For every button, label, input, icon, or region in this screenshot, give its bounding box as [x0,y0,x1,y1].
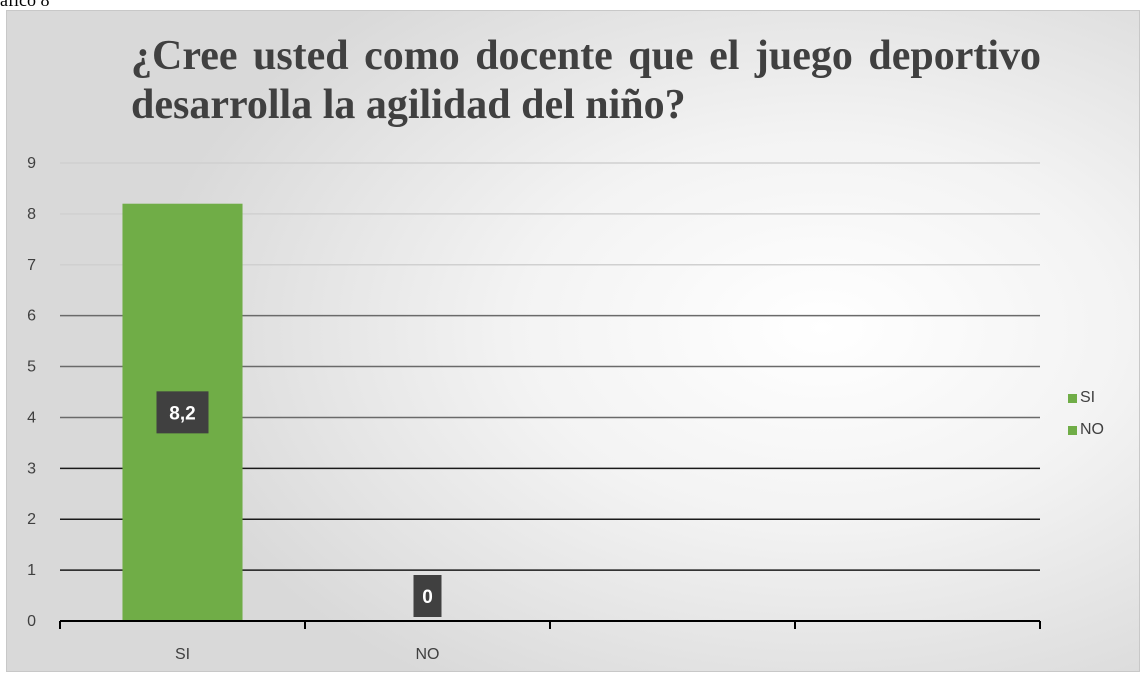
legend-swatch-si [1068,393,1077,403]
y-tick-label-9: 9 [27,155,36,172]
legend: SI NO [1068,382,1128,446]
y-tick-label-1: 1 [27,562,36,579]
legend-item-no: NO [1068,414,1128,446]
axes: 0 1 2 3 4 5 6 7 8 9 SI NO [27,155,1041,663]
legend-label-si: SI [1080,389,1096,406]
x-tick-label-no: NO [416,646,440,663]
data-label-box-si [156,391,209,434]
y-tick-label-2: 2 [27,511,36,528]
figure-caption: áfico 8 [0,0,50,10]
x-tick-label-si: SI [175,646,190,663]
legend-label-no: NO [1080,421,1104,438]
data-label-no: 0 [422,587,433,608]
y-tick-label-3: 3 [27,460,36,477]
data-labels: 8,20 [156,391,442,617]
y-tick-label-7: 7 [27,257,36,274]
legend-swatch-no [1068,425,1077,435]
y-tick-label-0: 0 [27,613,36,630]
y-tick-label-5: 5 [27,359,36,376]
y-tick-label-4: 4 [27,409,36,426]
chart-title: ¿Cree usted como docente que el juego de… [131,33,1041,128]
legend-item-si: SI [1068,382,1128,414]
data-label-box-no [413,575,442,617]
y-tick-label-6: 6 [27,308,36,325]
data-label-si: 8,2 [169,403,195,424]
y-tick-label-8: 8 [27,206,36,223]
